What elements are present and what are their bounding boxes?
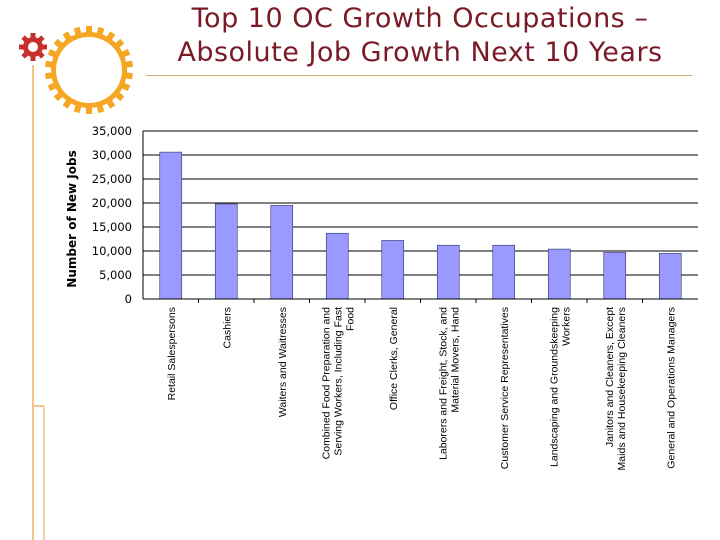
x-category-label: Cashiers (221, 307, 233, 348)
y-tick-label: 30,000 (92, 148, 132, 162)
x-category-label: Laborers and Freight, Stock, andMaterial… (437, 307, 461, 460)
x-category-label: Office Clerks, General (388, 307, 400, 410)
title-line-1: Top 10 OC Growth Occupations – (191, 3, 649, 34)
bar (381, 240, 405, 300)
y-tick-label: 15,000 (92, 220, 132, 234)
x-category-label: Landscaping and GroundskeepingWorkers (548, 307, 572, 467)
x-category-labels: Retail Salespersons Cashiers Waiters and W… (166, 307, 678, 471)
bar (214, 203, 238, 300)
x-category-label: Janitors and Cleaners, ExceptMaids and H… (604, 307, 628, 471)
bar (603, 252, 627, 300)
y-tick-labels: 0 5,000 10,000 15,000 20,000 25,000 30,000 35,0… (92, 124, 132, 306)
bar (325, 232, 349, 300)
bar (547, 248, 571, 300)
plot-area: 0 5,000 10,000 15,000 20,000 25,000 30,000 35,0… (92, 124, 698, 470)
gear-logo-icon (19, 26, 133, 540)
title-line-2: Absolute Job Growth Next 10 Years (177, 37, 663, 68)
y-tick-label: 25,000 (92, 172, 132, 186)
y-axis-label: Number of New Jobs (65, 150, 79, 287)
axes (142, 131, 698, 303)
bar (658, 253, 682, 300)
x-category-label: General and Operations Managers (665, 307, 677, 469)
y-tick-label: 0 (125, 292, 132, 306)
bar (436, 244, 460, 300)
y-tick-label: 10,000 (92, 244, 132, 258)
x-category-label: Waiters and Waitresses (277, 307, 289, 417)
bar (159, 151, 183, 300)
y-tick-label: 5,000 (99, 268, 132, 282)
x-category-label: Retail Salespersons (166, 307, 178, 400)
y-tick-label: 35,000 (92, 124, 132, 138)
bar (492, 244, 516, 300)
title-underline (146, 75, 692, 76)
y-tick-label: 20,000 (92, 196, 132, 210)
x-category-label: Customer Service Representatives (499, 307, 511, 469)
bar (270, 205, 294, 300)
bars (159, 151, 682, 300)
x-category-label: Combined Food Preparation andServing Wor… (320, 307, 356, 460)
page-title: Top 10 OC Growth Occupations – Absolute … (140, 2, 700, 70)
